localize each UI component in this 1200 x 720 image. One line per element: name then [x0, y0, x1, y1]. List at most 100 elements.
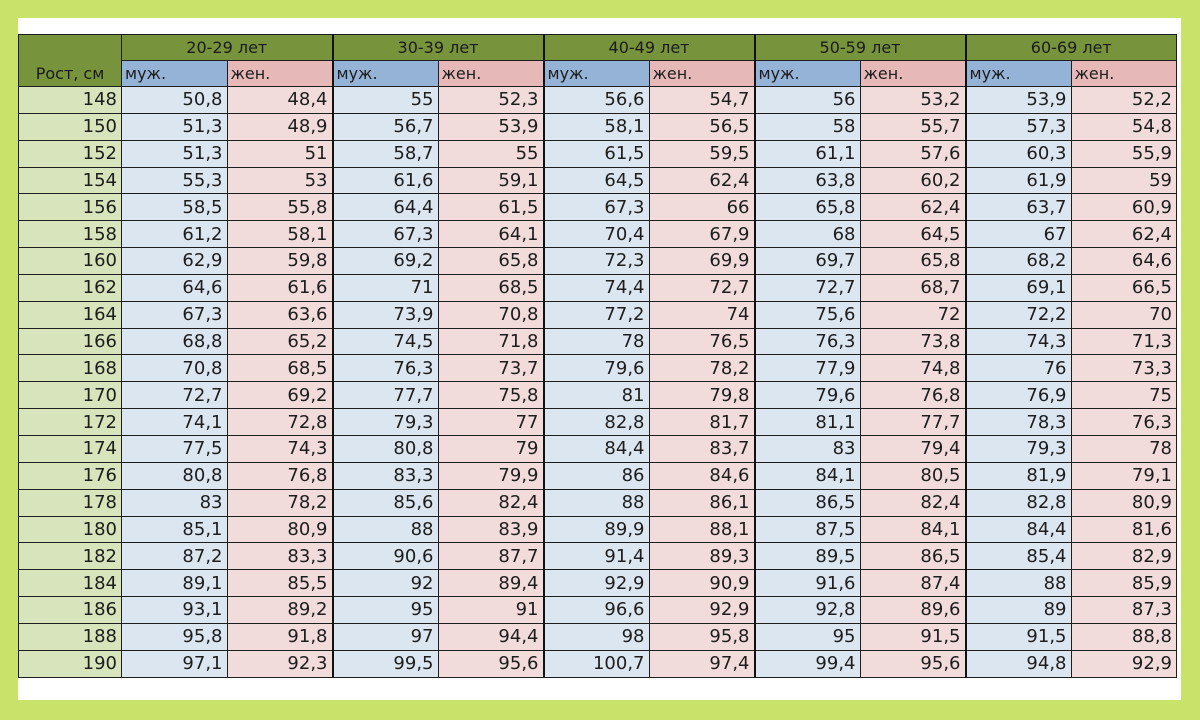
table-row: 176 80,8 76,8 83,3 79,9 86 84,6 84,1 80,5 81,9 79,…	[18, 461, 1177, 490]
male-weight-cell: 85,1	[121, 515, 228, 544]
male-weight-cell: 95	[753, 622, 861, 651]
male-weight-cell: 51,3	[121, 139, 228, 168]
height-cell: 178	[18, 488, 122, 517]
female-weight-cell: 79,8	[648, 381, 755, 410]
male-weight-cell: 77,7	[331, 381, 439, 410]
table-row: 158 61,2 58,1 67,3 64,1 70,4 67,9 68 64,5 67 62,4	[18, 220, 1177, 249]
male-weight-cell: 84,4	[542, 434, 650, 463]
male-weight-cell: 68,8	[121, 327, 228, 356]
male-weight-cell: 58	[753, 112, 861, 141]
male-weight-cell: 76,3	[331, 354, 439, 383]
female-weight-cell: 71,8	[437, 327, 544, 356]
female-weight-cell: 83,3	[226, 542, 333, 571]
female-weight-cell: 87,7	[437, 542, 544, 571]
female-weight-cell: 78,2	[226, 488, 333, 517]
female-weight-cell: 70,8	[437, 300, 544, 329]
male-weight-cell: 95,8	[121, 622, 228, 651]
male-weight-cell: 87,5	[753, 515, 861, 544]
weight-height-table: Рост, см 20-29 лет 30-39 лет 40-49 лет 5…	[18, 34, 1177, 678]
female-weight-cell: 89,2	[226, 596, 333, 624]
height-cell: 186	[18, 596, 122, 624]
age-group-header: 50-59 лет	[753, 34, 966, 61]
female-weight-cell: 76,8	[226, 461, 333, 490]
height-cell: 188	[18, 622, 122, 651]
female-weight-cell: 88,1	[648, 515, 755, 544]
female-weight-cell: 72,8	[226, 408, 333, 436]
height-cell: 164	[18, 300, 122, 329]
table-row: 166 68,8 65,2 74,5 71,8 78 76,5 76,3 73,8 74,3 71,…	[18, 327, 1177, 356]
male-weight-cell: 71	[331, 273, 439, 302]
male-weight-cell: 68,2	[964, 247, 1072, 275]
male-weight-cell: 89,9	[542, 515, 650, 544]
male-weight-cell: 63,8	[753, 166, 861, 195]
age-group-header: 30-39 лет	[331, 34, 544, 61]
female-weight-cell: 97,4	[648, 649, 755, 678]
male-weight-cell: 82,8	[542, 408, 650, 436]
table-row: 160 62,9 59,8 69,2 65,8 72,3 69,9 69,7 65,8 68,2 6…	[18, 247, 1177, 275]
female-weight-cell: 52,2	[1070, 86, 1177, 114]
female-weight-cell: 84,1	[859, 515, 966, 544]
female-weight-cell: 72	[859, 300, 966, 329]
female-weight-cell: 68,5	[226, 354, 333, 383]
sex-header-row: муж. жен. муж. жен. муж. жен. муж. жен. …	[19, 60, 1177, 87]
male-weight-cell: 83	[121, 488, 228, 517]
male-weight-cell: 64,5	[542, 166, 650, 195]
height-cell: 184	[18, 569, 122, 598]
height-cell: 166	[18, 327, 122, 356]
female-weight-cell: 55,9	[1070, 139, 1177, 168]
height-cell: 168	[18, 354, 122, 383]
female-weight-cell: 76,8	[859, 381, 966, 410]
male-weight-cell: 99,5	[331, 649, 439, 678]
female-weight-cell: 82,4	[437, 488, 544, 517]
male-weight-cell: 72,7	[753, 273, 861, 302]
height-column-header: Рост, см	[18, 34, 122, 87]
male-weight-cell: 74,3	[964, 327, 1072, 356]
male-weight-cell: 88	[964, 569, 1072, 598]
female-weight-cell: 64,6	[1070, 247, 1177, 275]
female-weight-cell: 66	[648, 193, 755, 222]
age-group-header: 20-29 лет	[121, 34, 333, 61]
female-weight-cell: 80,5	[859, 461, 966, 490]
table-row: 154 55,3 53 61,6 59,1 64,5 62,4 63,8 60,2 61,9 59	[18, 166, 1177, 195]
male-weight-cell: 91,4	[542, 542, 650, 571]
female-weight-cell: 54,8	[1070, 112, 1177, 141]
male-weight-cell: 67	[964, 220, 1072, 249]
male-weight-cell: 81	[542, 381, 650, 410]
female-weight-cell: 79,4	[859, 434, 966, 463]
male-weight-cell: 83	[753, 434, 861, 463]
male-weight-cell: 95	[331, 596, 439, 624]
table-row: 178 83 78,2 85,6 82,4 88 86,1 86,5 82,4 82,8 80,9	[18, 488, 1177, 517]
table-row: 174 77,5 74,3 80,8 79 84,4 83,7 83 79,4 79,3 78	[18, 434, 1177, 463]
male-weight-cell: 51,3	[121, 112, 228, 141]
male-weight-cell: 86,5	[753, 488, 861, 517]
male-weight-cell: 94,8	[964, 649, 1072, 678]
female-weight-cell: 74	[648, 300, 755, 329]
male-weight-cell: 75,6	[753, 300, 861, 329]
male-weight-cell: 90,6	[331, 542, 439, 571]
female-weight-cell: 85,5	[226, 569, 333, 598]
male-weight-cell: 68	[753, 220, 861, 249]
male-column-header: муж.	[331, 60, 439, 87]
female-weight-cell: 55,8	[226, 193, 333, 222]
female-weight-cell: 92,9	[648, 596, 755, 624]
table-row: 182 87,2 83,3 90,6 87,7 91,4 89,3 89,5 86,5 85,4 8…	[18, 542, 1177, 571]
male-weight-cell: 76,9	[964, 381, 1072, 410]
height-cell: 150	[18, 112, 122, 141]
male-weight-cell: 63,7	[964, 193, 1072, 222]
female-weight-cell: 65,8	[859, 247, 966, 275]
male-weight-cell: 55	[331, 86, 439, 114]
female-weight-cell: 69,9	[648, 247, 755, 275]
female-weight-cell: 64,5	[859, 220, 966, 249]
height-cell: 162	[18, 273, 122, 302]
female-weight-cell: 82,4	[859, 488, 966, 517]
male-weight-cell: 64,6	[121, 273, 228, 302]
male-weight-cell: 97,1	[121, 649, 228, 678]
female-weight-cell: 91,8	[226, 622, 333, 651]
male-weight-cell: 88	[331, 515, 439, 544]
height-cell: 174	[18, 434, 122, 463]
female-weight-cell: 52,3	[437, 86, 544, 114]
male-weight-cell: 62,9	[121, 247, 228, 275]
table-row: 188 95,8 91,8 97 94,4 98 95,8 95 91,5 91,5 88,8	[18, 622, 1177, 651]
female-weight-cell: 60,2	[859, 166, 966, 195]
female-weight-cell: 81,6	[1070, 515, 1177, 544]
